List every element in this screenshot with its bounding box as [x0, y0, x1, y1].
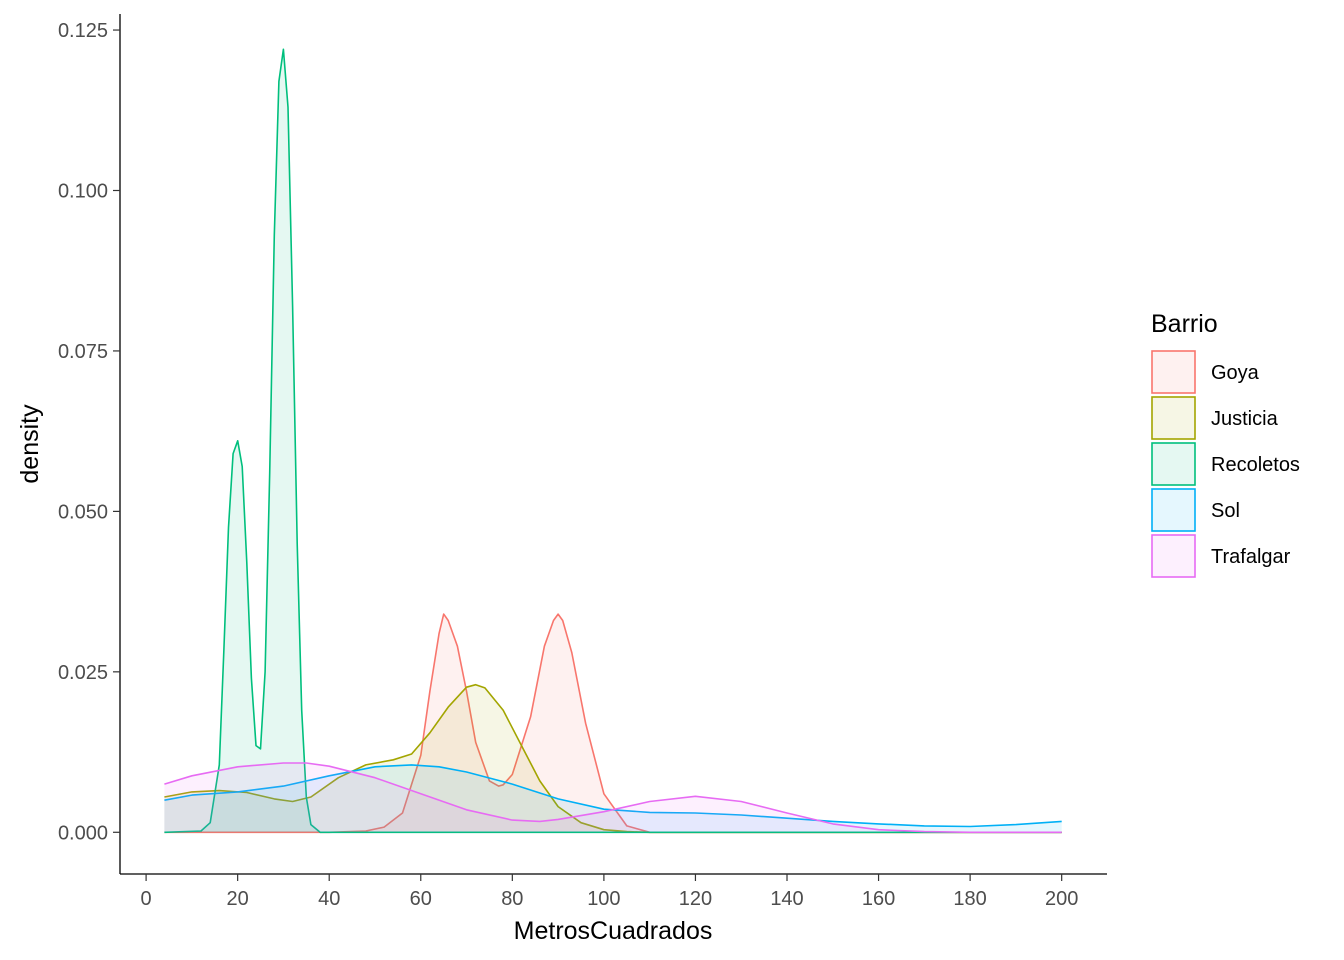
density-line-sol — [164, 764, 1062, 828]
y-axis-ticks: 0.000 0.025 0.050 0.075 0.100 0.125 — [58, 20, 120, 844]
density-area-justicia — [164, 684, 1062, 833]
y-axis-title: density — [16, 404, 44, 484]
y-tick-label: 0.100 — [58, 180, 108, 202]
x-tick-label: 120 — [679, 888, 712, 910]
x-axis-title: MetrosCuadrados — [514, 917, 713, 945]
x-tick-label: 60 — [410, 888, 432, 910]
y-tick-label: 0.050 — [58, 501, 108, 523]
y-tick-label: 0.000 — [58, 822, 108, 844]
legend-items: Goya Justicia Recoletos Sol Trafalgar — [1151, 350, 1300, 578]
x-tick-label: 100 — [587, 888, 620, 910]
legend-label-justicia: Justicia — [1211, 408, 1279, 430]
density-area-trafalgar — [164, 763, 1062, 833]
legend-label-trafalgar: Trafalgar — [1211, 546, 1291, 568]
x-tick-label: 80 — [501, 888, 523, 910]
y-tick-label: 0.075 — [58, 341, 108, 363]
x-tick-label: 140 — [770, 888, 803, 910]
legend-label-goya: Goya — [1211, 362, 1260, 384]
y-tick-label: 0.125 — [58, 20, 108, 42]
legend-key-goya — [1151, 350, 1196, 394]
legend-title: Barrio — [1151, 310, 1218, 338]
legend-key-trafalgar — [1151, 534, 1196, 578]
density-line-justicia — [164, 683, 1062, 834]
plot-area — [164, 48, 1062, 834]
legend-key-recoletos — [1151, 442, 1196, 486]
x-tick-label: 200 — [1045, 888, 1078, 910]
density-line-goya — [164, 613, 1062, 834]
density-area-recoletos — [164, 49, 1062, 833]
x-tick-label: 160 — [862, 888, 895, 910]
density-line-recoletos — [164, 48, 1062, 834]
y-tick-label: 0.025 — [58, 662, 108, 684]
x-tick-label: 180 — [953, 888, 986, 910]
x-tick-label: 40 — [318, 888, 340, 910]
x-tick-label: 20 — [227, 888, 249, 910]
legend-key-sol — [1151, 488, 1196, 532]
x-axis-ticks: 0 20 40 60 80 100 120 140 160 180 200 — [141, 874, 1078, 910]
legend-key-justicia — [1151, 396, 1196, 440]
legend: Barrio Goya Justicia Recoletos Sol Trafalgar — [1151, 310, 1300, 578]
density-line-trafalgar — [164, 762, 1062, 834]
x-tick-label: 0 — [141, 888, 152, 910]
legend-label-sol: Sol — [1211, 500, 1240, 522]
legend-label-recoletos: Recoletos — [1211, 454, 1300, 476]
